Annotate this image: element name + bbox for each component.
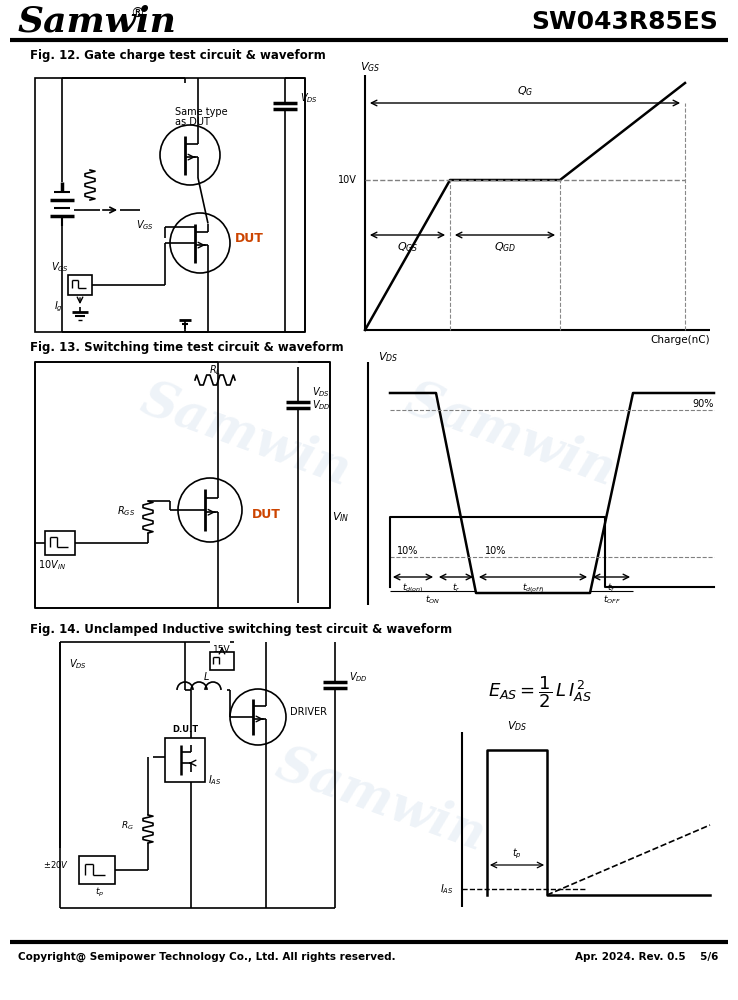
Text: 10%: 10% — [397, 546, 418, 556]
Text: $L$: $L$ — [202, 670, 210, 682]
Text: $R_G$: $R_G$ — [121, 820, 134, 832]
Text: $Q_{GS}$: $Q_{GS}$ — [397, 240, 418, 254]
Text: $\pm 20V$: $\pm 20V$ — [43, 859, 69, 870]
Bar — [68, 275, 92, 295]
Bar — [35, 78, 305, 332]
Text: Samwin: Samwin — [269, 739, 492, 861]
Text: $I_{AS}$: $I_{AS}$ — [208, 773, 222, 787]
Text: Fig. 14. Unclamped Inductive switching test circuit & waveform: Fig. 14. Unclamped Inductive switching t… — [30, 624, 452, 637]
Text: DUT: DUT — [252, 508, 281, 522]
Text: Charge(nC): Charge(nC) — [650, 335, 710, 345]
Text: DUT: DUT — [235, 232, 264, 244]
Text: Samwin: Samwin — [399, 374, 621, 496]
Text: $V_{DD}$: $V_{DD}$ — [312, 398, 331, 412]
Text: ®: ® — [130, 7, 144, 21]
Text: $V_{IN}$: $V_{IN}$ — [333, 510, 350, 524]
Text: Copyright@ Semipower Technology Co., Ltd. All rights reserved.: Copyright@ Semipower Technology Co., Ltd… — [18, 952, 396, 962]
Text: 90%: 90% — [693, 399, 714, 409]
Text: $10V_{IN}$: $10V_{IN}$ — [38, 558, 66, 572]
Text: Same type: Same type — [175, 107, 227, 117]
Text: DRIVER: DRIVER — [290, 707, 327, 717]
Text: 10V: 10V — [338, 175, 357, 185]
Text: Fig. 12. Gate charge test circuit & waveform: Fig. 12. Gate charge test circuit & wave… — [30, 49, 325, 62]
Text: $V_{DS}$: $V_{DS}$ — [378, 350, 398, 364]
Text: D.U.T: D.U.T — [172, 726, 198, 734]
Bar — [79, 856, 115, 884]
Text: $t_{d(on)}$: $t_{d(on)}$ — [402, 581, 424, 595]
Text: $t_p$: $t_p$ — [512, 847, 522, 861]
Text: $t_{d(off)}$: $t_{d(off)}$ — [522, 581, 544, 595]
Bar — [165, 738, 205, 782]
Text: as DUT: as DUT — [175, 117, 210, 127]
Text: $t_f$: $t_f$ — [607, 582, 615, 594]
Text: $Q_G$: $Q_G$ — [517, 84, 533, 98]
Text: $V_{GS}$: $V_{GS}$ — [360, 60, 380, 74]
Bar — [45, 531, 75, 555]
Text: $R_{GS}$: $R_{GS}$ — [117, 504, 135, 518]
Text: $t_p$: $t_p$ — [95, 885, 105, 899]
Text: $V_{DD}$: $V_{DD}$ — [349, 670, 368, 684]
Text: Fig. 13. Switching time test circuit & waveform: Fig. 13. Switching time test circuit & w… — [30, 342, 344, 355]
Text: 10%: 10% — [486, 546, 507, 556]
Text: $V_{DS}$: $V_{DS}$ — [300, 91, 318, 105]
Text: Samwin: Samwin — [134, 374, 356, 496]
Text: $Q_{GD}$: $Q_{GD}$ — [494, 240, 516, 254]
Text: $V_{DS}$: $V_{DS}$ — [312, 385, 330, 399]
Text: $R_L$: $R_L$ — [209, 363, 221, 377]
Text: $V_{GS}$: $V_{GS}$ — [136, 218, 154, 232]
Text: 15V: 15V — [213, 646, 231, 654]
Text: $V_{GS}$: $V_{GS}$ — [51, 260, 69, 274]
Text: $I_{AS}$: $I_{AS}$ — [441, 882, 454, 896]
Text: $E_{AS} = \dfrac{1}{2}\,L\,I_{AS}^{\,2}$: $E_{AS} = \dfrac{1}{2}\,L\,I_{AS}^{\,2}$ — [488, 674, 592, 710]
Text: $t_r$: $t_r$ — [452, 582, 461, 594]
Bar — [210, 652, 234, 670]
Text: $I_g$: $I_g$ — [54, 300, 63, 314]
Text: $V_{DS}$: $V_{DS}$ — [69, 657, 87, 671]
Bar — [35, 362, 330, 608]
Text: Apr. 2024. Rev. 0.5    5/6: Apr. 2024. Rev. 0.5 5/6 — [575, 952, 718, 962]
Text: Samwin: Samwin — [18, 5, 177, 39]
Text: $t_{ON}$: $t_{ON}$ — [426, 594, 441, 606]
Text: SW043R85ES: SW043R85ES — [531, 10, 718, 34]
Text: $V_{DS}$: $V_{DS}$ — [507, 719, 527, 733]
Text: $t_{OFF}$: $t_{OFF}$ — [602, 594, 621, 606]
